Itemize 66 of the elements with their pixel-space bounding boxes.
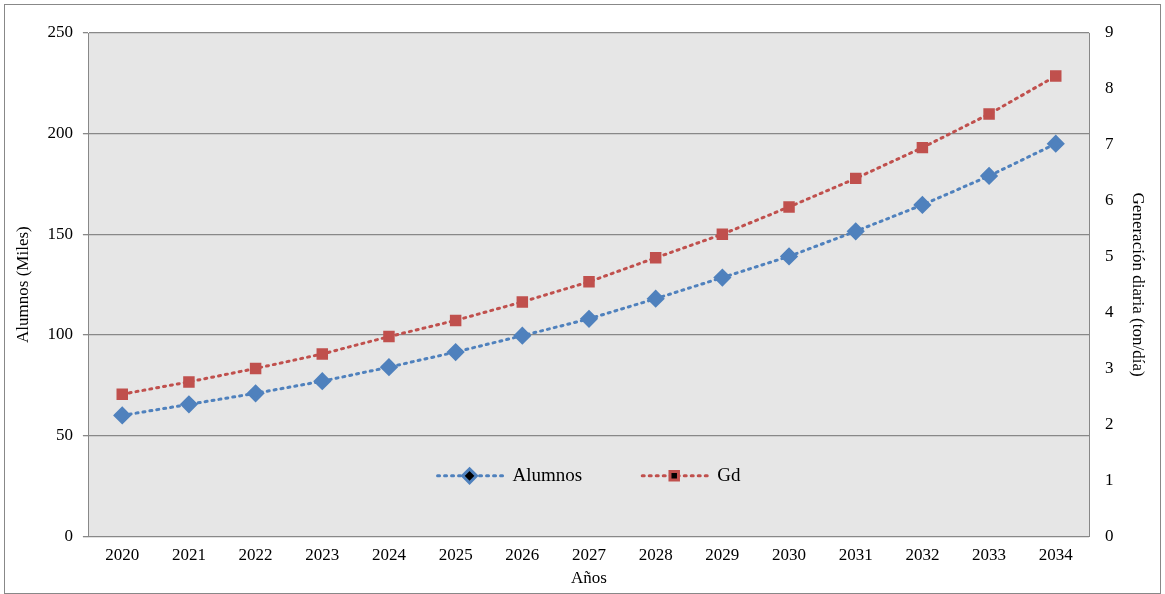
point [516, 296, 529, 308]
x-axis-title: Años [571, 568, 607, 588]
y-tick-label: 50 [55, 425, 73, 445]
y2-tick-label: 7 [1105, 134, 1115, 154]
legend-label: Alumnos [512, 463, 583, 485]
x-tick-label: 2026 [505, 544, 540, 564]
point [1050, 70, 1062, 82]
x-tick-label: 2028 [638, 544, 673, 564]
y2-tick-label: 2 [1105, 413, 1114, 433]
point [713, 269, 731, 287]
point [849, 172, 862, 185]
y2-tick-label: 1 [1105, 469, 1114, 489]
point [113, 406, 131, 424]
x-tick-label: 2025 [438, 544, 473, 564]
legend-label: Gd [717, 463, 741, 485]
point [183, 376, 195, 388]
point [180, 395, 198, 413]
point [980, 167, 998, 185]
point [780, 247, 798, 265]
x-tick-label: 2024 [371, 544, 407, 564]
point [783, 201, 795, 213]
point [716, 228, 729, 241]
y-tick-label: 250 [47, 22, 73, 42]
point [1047, 135, 1065, 153]
point [449, 314, 462, 327]
point [380, 358, 398, 376]
y-tick-label: 100 [47, 324, 73, 344]
y2-tick-label: 4 [1105, 302, 1115, 322]
x-tick-label: 2027 [572, 544, 607, 564]
point [983, 108, 995, 120]
point [847, 222, 865, 240]
y2-tick-label: 9 [1105, 22, 1114, 42]
x-tick-label: 2020 [105, 544, 140, 564]
y-tick-label: 0 [64, 525, 73, 545]
y2-tick-label: 5 [1105, 246, 1114, 266]
x-tick-label: 2032 [905, 544, 940, 564]
x-tick-label: 2021 [171, 544, 206, 564]
point [647, 290, 665, 308]
y-tick-label: 150 [47, 223, 73, 243]
y2-tick-label: 3 [1105, 357, 1114, 377]
y2-axis-title: Generación diaria (ton/día) [1129, 192, 1149, 377]
point [116, 388, 128, 400]
y-tick-label: 200 [47, 123, 73, 143]
y2-tick-label: 8 [1105, 78, 1114, 98]
point [580, 310, 598, 328]
x-tick-label: 2029 [705, 544, 740, 564]
point [913, 196, 931, 214]
point [583, 276, 595, 288]
point [649, 252, 662, 264]
point [916, 141, 929, 154]
y2-tick-label: 0 [1105, 525, 1114, 545]
y2-tick-label: 6 [1105, 190, 1114, 210]
x-tick-label: 2031 [838, 544, 873, 564]
point [316, 348, 329, 360]
point [247, 384, 265, 402]
x-tick-label: 2034 [1038, 544, 1074, 564]
x-tick-label: 2023 [305, 544, 340, 564]
point [447, 343, 465, 361]
point [249, 362, 262, 375]
x-tick-label: 2033 [972, 544, 1007, 564]
x-tick-label: 2030 [772, 544, 807, 564]
point [513, 327, 531, 345]
point [313, 372, 331, 390]
point [383, 330, 395, 343]
x-tick-label: 2022 [238, 544, 273, 564]
y-axis-title: Alumnos (Miles) [12, 226, 32, 343]
